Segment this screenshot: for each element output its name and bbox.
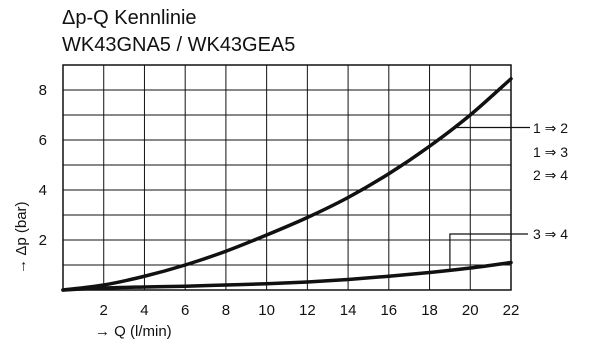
y-axis-label: → Δp (bar)	[13, 201, 30, 274]
y-tick-label: 6	[39, 132, 47, 149]
series-line-1-2-3-4	[61, 77, 513, 292]
series-label: 1 ⇒ 3	[533, 144, 568, 160]
x-tick-label: 14	[340, 302, 357, 319]
chart-title: Δp-Q Kennlinie	[62, 7, 197, 29]
x-tick-label: 20	[462, 302, 479, 319]
series-annotations: 1 ⇒ 2 1 ⇒ 3 2 ⇒ 4 3 ⇒ 4	[449, 120, 568, 271]
x-tick-label: 2	[100, 302, 108, 319]
x-tick-label: 8	[222, 302, 230, 319]
plot-frame	[62, 64, 512, 291]
x-tick-label: 18	[421, 302, 438, 319]
series-label: 3 ⇒ 4	[533, 226, 568, 242]
leader-line	[449, 233, 528, 271]
x-tick-label: 16	[380, 302, 397, 319]
series-label: 1 ⇒ 2	[533, 120, 568, 136]
x-tick-label: 6	[181, 302, 189, 319]
y-tick-label: 8	[39, 82, 47, 99]
series-line-3-4	[61, 260, 513, 292]
grid	[63, 65, 511, 290]
chart-subtitle: WK43GNA5 / WK43GEA5	[62, 34, 296, 56]
plot-border	[62, 64, 512, 291]
y-tick-label: 2	[39, 232, 47, 249]
series-label: 2 ⇒ 4	[533, 167, 568, 183]
x-tick-label: 10	[258, 302, 275, 319]
y-tick-label: 4	[39, 182, 47, 199]
x-tick-label: 4	[140, 302, 148, 319]
x-tick-label: 12	[299, 302, 316, 319]
x-axis-label: → Q (l/min)	[95, 323, 172, 340]
series-lines	[61, 77, 513, 292]
x-tick-label: 22	[503, 302, 520, 319]
